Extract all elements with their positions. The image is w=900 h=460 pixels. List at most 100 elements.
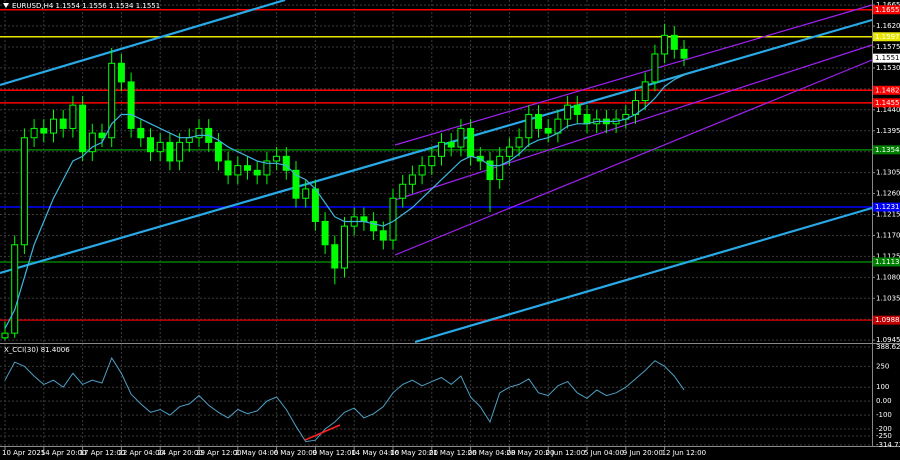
- candle-body: [583, 113, 591, 125]
- candle-body: [253, 169, 261, 176]
- candle-body: [127, 81, 135, 129]
- x-tick-label: 12 Jun 12:00: [662, 449, 706, 457]
- y-tick-label: 100: [876, 383, 889, 391]
- x-tick-label: 26 May 04:00: [468, 449, 516, 457]
- y-tick-label: 1.1260: [876, 190, 900, 198]
- candle-body: [1, 332, 9, 339]
- candle-body: [273, 155, 281, 162]
- candle-body: [11, 244, 19, 334]
- y-tick-label: 1.1125: [876, 252, 900, 260]
- channel-line: [394, 59, 873, 256]
- x-tick-label: 9 Jun 20:00: [623, 449, 663, 457]
- x-tick-label: 21 May 12:00: [429, 449, 477, 457]
- candle-body: [331, 244, 339, 269]
- candle-body: [573, 104, 581, 115]
- candle-body: [505, 146, 513, 157]
- current-price-label: 1.1551: [875, 54, 900, 62]
- channel-line: [394, 44, 873, 201]
- moving-average: [4, 74, 685, 329]
- y-tick-label: 1.1440: [876, 106, 900, 114]
- level-label-box: [873, 257, 900, 267]
- candle-body: [117, 62, 125, 83]
- level-label-box: [873, 5, 900, 15]
- candle-body: [438, 141, 445, 157]
- x-tick-label: 5 Jun 04:00: [584, 449, 624, 457]
- level-label: 1.1231: [875, 203, 900, 211]
- y-tick-label: 1.1665: [876, 1, 900, 9]
- y-tick-label: 1.1305: [876, 169, 900, 177]
- candle-body: [234, 165, 242, 176]
- level-label-box: [873, 145, 900, 155]
- x-tick-label: 16 May 20:00: [390, 449, 438, 457]
- candle-body: [292, 169, 300, 199]
- candle-body: [651, 53, 659, 83]
- y-tick-label: 250: [876, 362, 889, 370]
- candle-body: [641, 81, 649, 102]
- y-tick-label: 1.1395: [876, 127, 900, 135]
- y-tick-label: -200: [876, 425, 892, 433]
- level-label: 1.1455: [875, 99, 900, 107]
- level-label: 1.1597: [875, 33, 900, 41]
- divergence-line: [304, 424, 341, 441]
- indicator-title: X_CCI(30) 81.4006: [4, 346, 70, 354]
- x-tick-label: 10 Apr 2025: [2, 449, 45, 457]
- y-tick-label: 1.1215: [876, 211, 900, 219]
- level-label: 1.1354: [875, 146, 900, 154]
- x-tick-label: 22 Apr 04:00: [118, 449, 164, 457]
- x-tick-label: 24 Apr 20:00: [157, 449, 203, 457]
- candle-body: [467, 127, 475, 157]
- candle-body: [185, 137, 193, 143]
- level-label-box: [873, 85, 900, 95]
- y-tick-label: 1.1575: [876, 43, 900, 51]
- candles: [1, 23, 688, 341]
- y-tick-label: 0.00: [876, 397, 892, 405]
- trend-line: [0, 18, 873, 275]
- candle-body: [263, 160, 271, 176]
- candle-body: [670, 34, 678, 50]
- candle-body: [166, 141, 174, 162]
- channel-line: [394, 4, 873, 146]
- candle-body: [88, 132, 96, 153]
- candle-body: [428, 155, 436, 167]
- candle-body: [137, 127, 145, 139]
- candle-body: [79, 104, 87, 153]
- level-label-box: [873, 98, 900, 108]
- candle-body: [50, 118, 57, 134]
- candle-body: [447, 141, 455, 148]
- candle-body: [525, 113, 533, 139]
- candle-body: [496, 155, 504, 181]
- candle-body: [98, 132, 106, 139]
- y-tick-label: -100: [876, 411, 892, 419]
- candle-body: [147, 137, 154, 153]
- candle-body: [535, 113, 542, 129]
- cci-panel: [0, 346, 872, 446]
- x-tick-label: 2 Jun 12:00: [545, 449, 585, 457]
- candle-body: [457, 127, 465, 148]
- level-label: 1.0988: [875, 316, 900, 324]
- candle-body: [108, 62, 116, 139]
- x-tick-label: 2 May 04:00: [235, 449, 279, 457]
- x-tick-label: 29 Apr 12:00: [196, 449, 242, 457]
- cci-line: [4, 356, 685, 443]
- trend-lines: [0, 0, 873, 344]
- candle-body: [59, 118, 67, 129]
- y-tick-label: 1.0945: [876, 336, 900, 344]
- candle-body: [224, 160, 232, 176]
- trend-line: [414, 206, 873, 344]
- level-label: 1.1655: [875, 6, 900, 14]
- x-tick-label: 28 May 20:00: [506, 449, 554, 457]
- candle-body: [418, 165, 426, 176]
- candle-body: [311, 188, 319, 222]
- level-label: 1.1482: [875, 86, 900, 94]
- symbol-icon: [3, 3, 9, 8]
- candle-body: [214, 141, 222, 162]
- x-tick-label: 6 May 20:00: [274, 449, 318, 457]
- x-tick-label: 14 Apr 20:00: [41, 449, 87, 457]
- candle-body: [176, 141, 184, 162]
- candle-body: [282, 155, 290, 171]
- level-label: 1.1113: [875, 258, 900, 266]
- y-tick-label: 1.1035: [876, 294, 900, 302]
- candle-body: [302, 188, 310, 199]
- candle-body: [486, 160, 494, 181]
